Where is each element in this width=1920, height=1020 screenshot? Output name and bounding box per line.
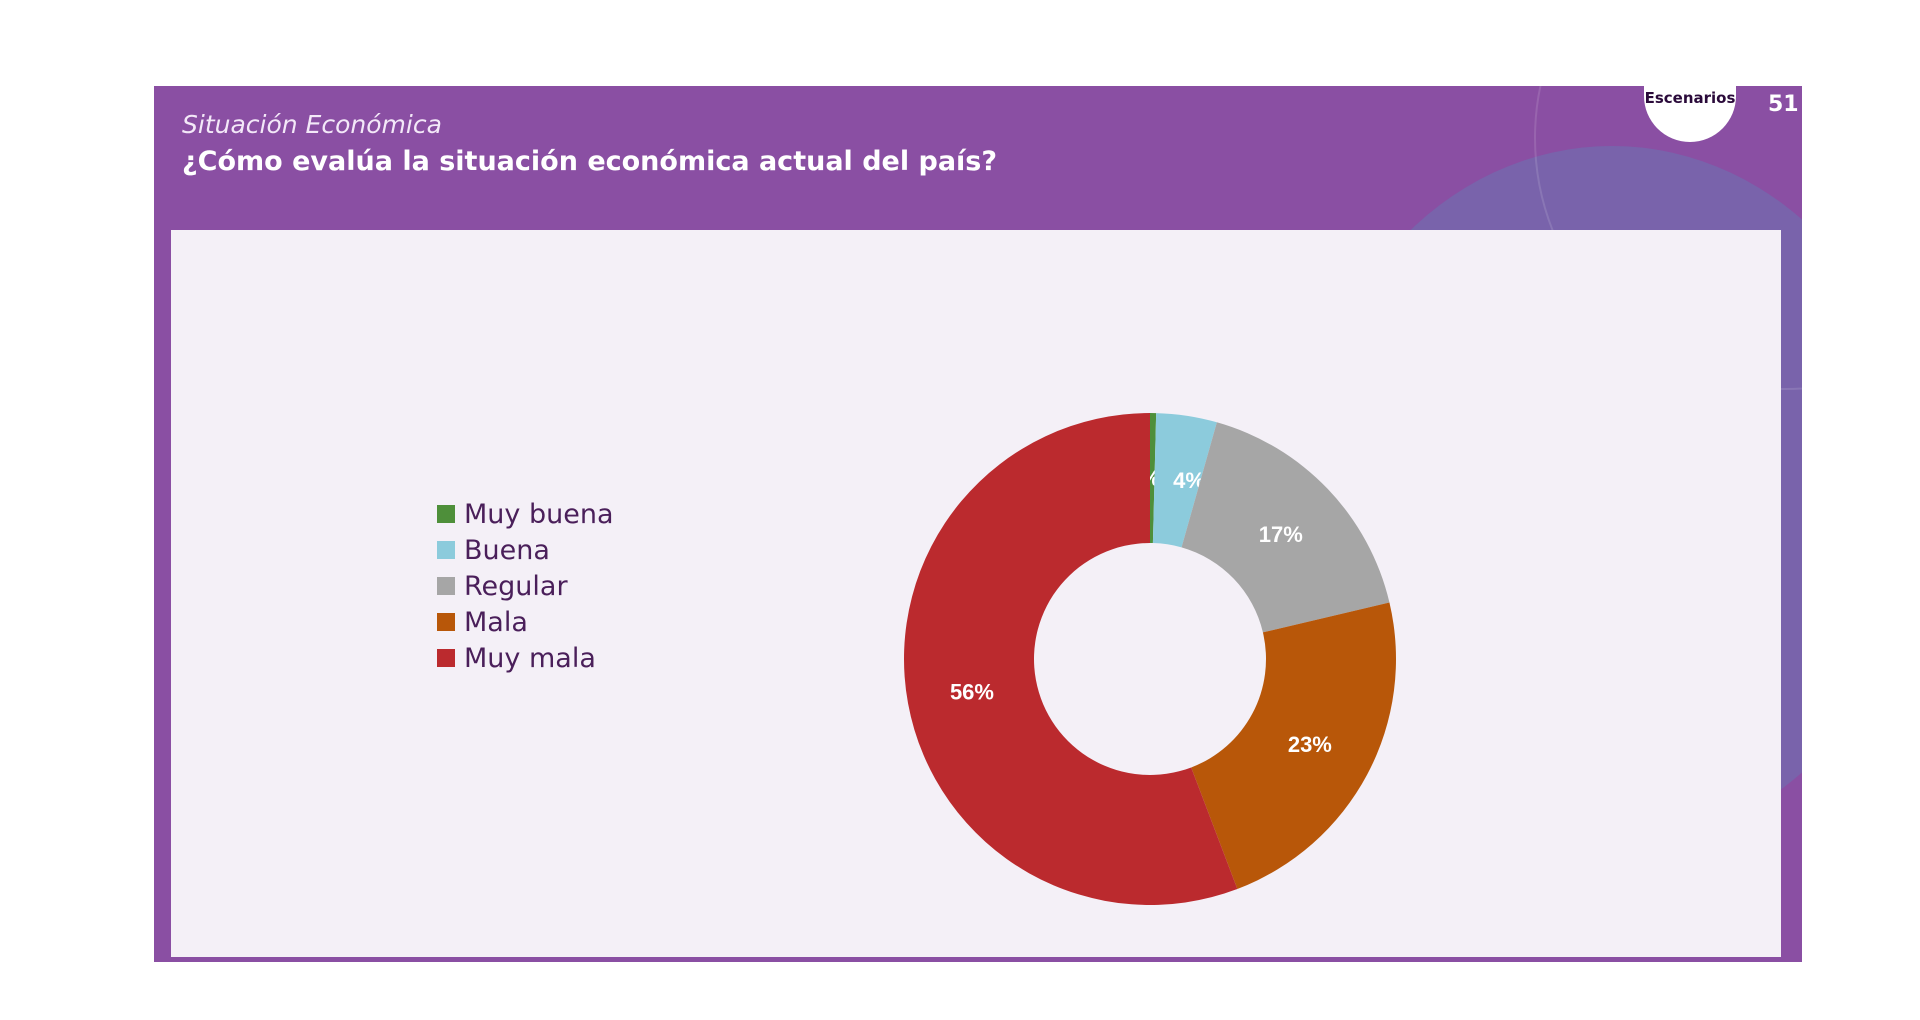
legend-swatch	[437, 613, 455, 631]
legend-label: Muy buena	[464, 498, 614, 530]
legend-swatch	[437, 541, 455, 559]
legend-label: Buena	[464, 534, 550, 566]
legend-swatch	[437, 505, 455, 523]
slide: Situación Económica ¿Cómo evalúa la situ…	[154, 86, 1802, 962]
question-title: ¿Cómo evalúa la situación económica actu…	[182, 146, 998, 177]
donut-slice-regular	[1181, 422, 1390, 633]
legend-swatch	[437, 577, 455, 595]
legend-label: Mala	[464, 606, 528, 638]
legend-label: Regular	[464, 570, 568, 602]
legend-item: Buena	[437, 532, 614, 568]
legend-item: Regular	[437, 568, 614, 604]
logo-text: Escenarios	[1644, 89, 1736, 107]
legend-item: Mala	[437, 604, 614, 640]
data-label: 17%	[1259, 522, 1303, 547]
section-title: Situación Económica	[182, 110, 442, 139]
donut-slice-mala	[1191, 602, 1396, 889]
legend-item: Muy mala	[437, 640, 614, 676]
legend: Muy buena Buena Regular Mala Muy mala	[437, 496, 614, 676]
donut-slice-buena	[1152, 413, 1217, 548]
donut-slice-muy-mala	[904, 413, 1238, 905]
donut-slice-muy-buena	[1150, 413, 1157, 544]
data-label: 56%	[950, 680, 994, 705]
page-number: 51	[1768, 92, 1799, 117]
legend-label: Muy mala	[464, 642, 596, 674]
legend-swatch	[437, 649, 455, 667]
data-label: 23%	[1288, 732, 1332, 757]
donut-chart: 0%4%17%23%56%	[904, 413, 1396, 905]
legend-item: Muy buena	[437, 496, 614, 532]
